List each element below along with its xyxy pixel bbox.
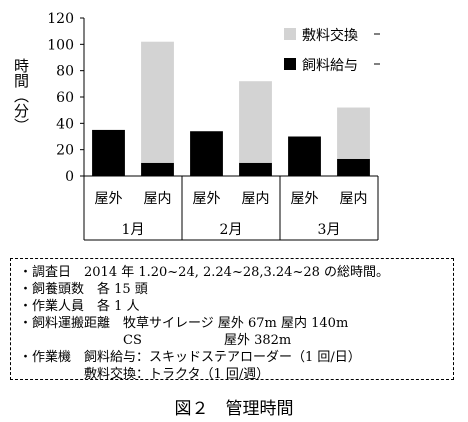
x-category-label: 屋外 <box>193 191 221 207</box>
x-group-label: 1月 <box>122 222 145 238</box>
plot-area: 0 20 40 60 80 100 120 屋外 屋内 屋外 屋内 屋外 屋内 1月 2月 3月 敷料交換飼料給… <box>47 11 380 241</box>
y-tick-label: 0 <box>65 169 74 185</box>
figure-caption: 図２ 管理時間 <box>174 399 294 419</box>
x-category-label: 屋外 <box>291 191 319 207</box>
bar-bedding <box>141 41 174 163</box>
legend-swatch <box>284 58 296 70</box>
survey-notes: ・調査日 2014 年 1.20~24, 2.24~28,3.24~28 の総時… <box>10 258 454 382</box>
legend-label: 飼料給与 <box>302 58 358 74</box>
x-category-label: 屋外 <box>95 191 123 207</box>
y-tick-label: 100 <box>47 37 74 53</box>
y-tick-label: 60 <box>56 90 74 106</box>
bar-feeding <box>141 162 174 176</box>
y-tick-label: 80 <box>56 64 74 80</box>
note-feed-distance-cs: CS 屋外 382m <box>19 333 292 348</box>
y-tick-label: 40 <box>56 116 74 132</box>
y-tick-label: 20 <box>56 143 74 159</box>
bar-feeding <box>337 158 370 176</box>
x-category-label: 屋内 <box>242 191 270 207</box>
bar-feeding <box>288 136 321 176</box>
stacked-bar-chart: 時間（分） 0 20 40 60 80 100 120 屋外 屋内 屋外 屋内 屋外 屋内 1月 2月 3月 敷… <box>12 11 380 241</box>
note-feed-distance: ・飼料運搬距離 牧草サイレージ 屋外 67m 屋内 140m <box>19 316 349 331</box>
note-workers: ・作業人員 各 1 人 <box>19 299 140 314</box>
y-axis-label: 時間（分） <box>12 58 30 133</box>
x-group-label: 2月 <box>220 222 243 238</box>
legend-label: 敷料交換 <box>302 27 358 44</box>
bar-feeding <box>92 129 125 176</box>
bar-bedding <box>337 107 370 159</box>
bar-bedding <box>239 81 272 163</box>
x-group-label: 3月 <box>318 222 341 238</box>
note-machines-feeding: ・作業機 飼料給与：スキッドステアローダー（1 回/日） <box>19 350 361 365</box>
x-category-label: 屋内 <box>144 191 172 207</box>
bar-feeding <box>239 162 272 176</box>
note-survey-date: ・調査日 2014 年 1.20~24, 2.24~28,3.24~28 の総時… <box>19 265 390 280</box>
bar-feeding <box>190 131 223 176</box>
x-category-label: 屋内 <box>340 191 368 207</box>
legend-swatch <box>284 28 296 40</box>
note-machines-bedding: 敷料交換：トラクタ（1 回/週） <box>19 367 270 382</box>
y-tick-label: 120 <box>47 11 74 27</box>
note-head-count: ・飼養頭数 各 15 頭 <box>19 282 148 297</box>
